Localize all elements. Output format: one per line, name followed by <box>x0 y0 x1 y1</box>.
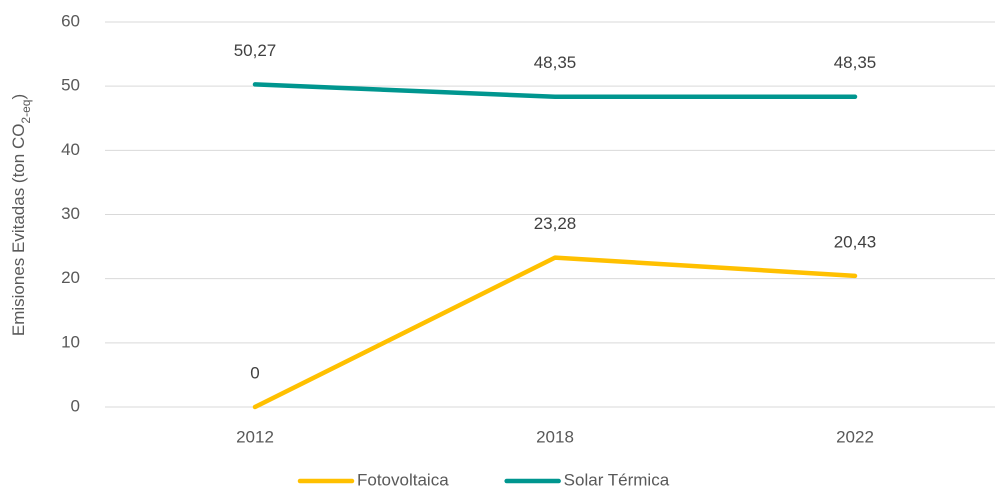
series-line <box>252 255 858 410</box>
y-tick-label: 40 <box>61 140 80 159</box>
y-axis-title-subscript: 2-eq <box>19 100 33 124</box>
x-tick-label: 2012 <box>236 427 274 446</box>
legend-label: Solar Térmica <box>564 470 670 489</box>
y-tick-label: 0 <box>71 396 80 415</box>
x-tick-label: 2022 <box>836 427 874 446</box>
data-label: 48,35 <box>834 53 877 72</box>
y-axis-title-main: Emisiones Evitadas (ton CO <box>9 124 28 337</box>
series-line <box>252 82 858 100</box>
legend-label: Fotovoltaica <box>357 470 449 489</box>
y-tick-label: 60 <box>61 11 80 30</box>
data-label: 23,28 <box>534 214 577 233</box>
y-tick-label: 20 <box>61 268 80 287</box>
x-tick-label: 2018 <box>536 427 574 446</box>
y-tick-label: 50 <box>61 76 80 95</box>
y-axis-title-end: ) <box>9 94 28 100</box>
data-label: 20,43 <box>834 232 877 251</box>
data-label: 48,35 <box>534 53 577 72</box>
data-label: 0 <box>250 363 259 382</box>
y-tick-label: 30 <box>61 204 80 223</box>
data-label: 50,27 <box>234 41 277 60</box>
y-axis-title: Emisiones Evitadas (ton CO2-eq) <box>9 94 33 336</box>
y-tick-label: 10 <box>61 332 80 351</box>
